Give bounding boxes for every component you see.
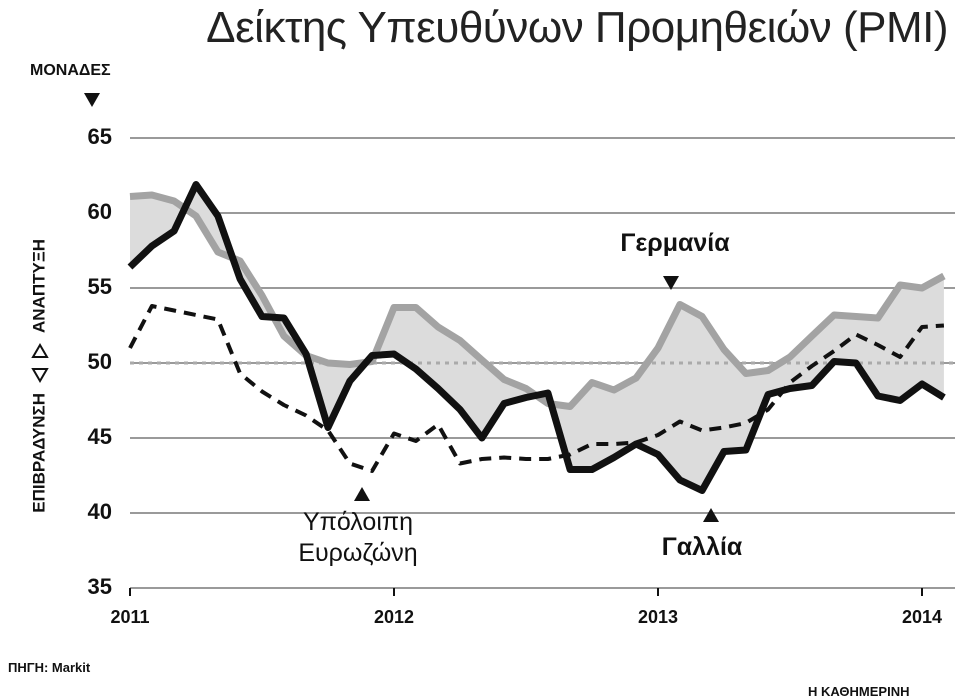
y-tick-label: 40 — [88, 499, 112, 524]
gap-shade — [130, 184, 944, 491]
arrow — [31, 368, 49, 383]
series-line — [127, 181, 946, 494]
zone-label: ΑΝΑΠΤΥΞΗ — [29, 239, 48, 333]
x-tick-label: 2013 — [638, 607, 678, 627]
y-tick-label: 60 — [88, 199, 112, 224]
source: ΠΗΓΗ: Markit — [8, 660, 91, 675]
arrow — [703, 508, 719, 522]
y-tick-label: 35 — [88, 574, 112, 599]
credit: Η ΚΑΘΗΜΕΡΙΝΗ — [808, 684, 910, 699]
series-label: Γαλλία — [661, 533, 743, 561]
series-label: Υπόλοιπη Ευρωζώνη — [298, 508, 418, 567]
y-tick-label: 45 — [88, 424, 112, 449]
arrow — [31, 343, 49, 358]
x-tick-label: 2014 — [902, 607, 942, 627]
y-tick-label: 50 — [88, 349, 112, 374]
series-line — [128, 304, 945, 473]
y-tick-label: 65 — [88, 124, 112, 149]
x-tick-label: 2012 — [374, 607, 414, 627]
arrow — [84, 93, 100, 107]
chart-title: Δείκτης Υπευθύνων Προμηθειών (PMI) — [206, 3, 948, 52]
zone-label: ΕΠΙΒΡΑΔΥΝΣΗ — [29, 393, 48, 513]
y-tick-label: 55 — [88, 274, 112, 299]
y-unit-label: ΜΟΝΑΔΕΣ — [30, 62, 111, 79]
x-tick-label: 2011 — [110, 607, 149, 627]
arrow — [354, 487, 370, 501]
series-label: Γερμανία — [620, 229, 730, 257]
arrow — [663, 276, 679, 290]
